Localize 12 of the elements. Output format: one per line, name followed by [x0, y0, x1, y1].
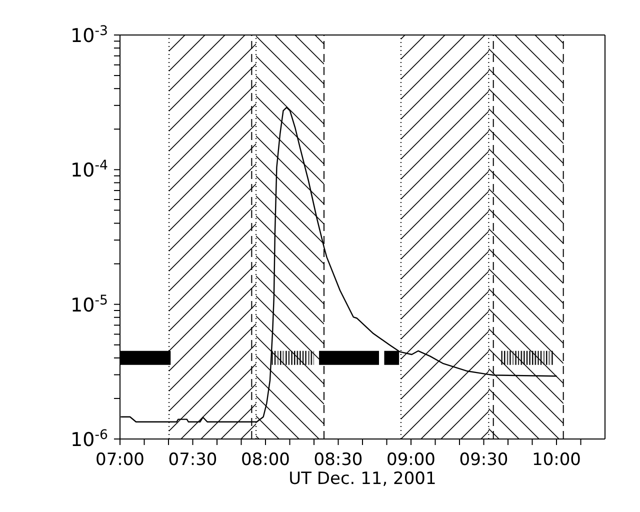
x-tick-label: 09:00	[386, 450, 436, 470]
x-tick-label: 10:00	[532, 450, 582, 470]
y-tick-label: 10$^{-5}$	[70, 292, 108, 316]
x-tick-label: 08:30	[314, 450, 363, 470]
x-axis-title: UT Dec. 11, 2001	[288, 469, 436, 489]
x-tick-label: 09:30	[459, 450, 508, 470]
y-tick-label: 10$^{-6}$	[70, 428, 108, 451]
x-tick-label: 08:00	[241, 450, 290, 470]
x-tick-label: 07:00	[96, 450, 144, 470]
y-tick-label: 10$^{-4}$	[70, 158, 108, 182]
y-tick-label: 10$^{-3}$	[70, 24, 108, 47]
x-tick-label: 07:30	[168, 450, 218, 470]
